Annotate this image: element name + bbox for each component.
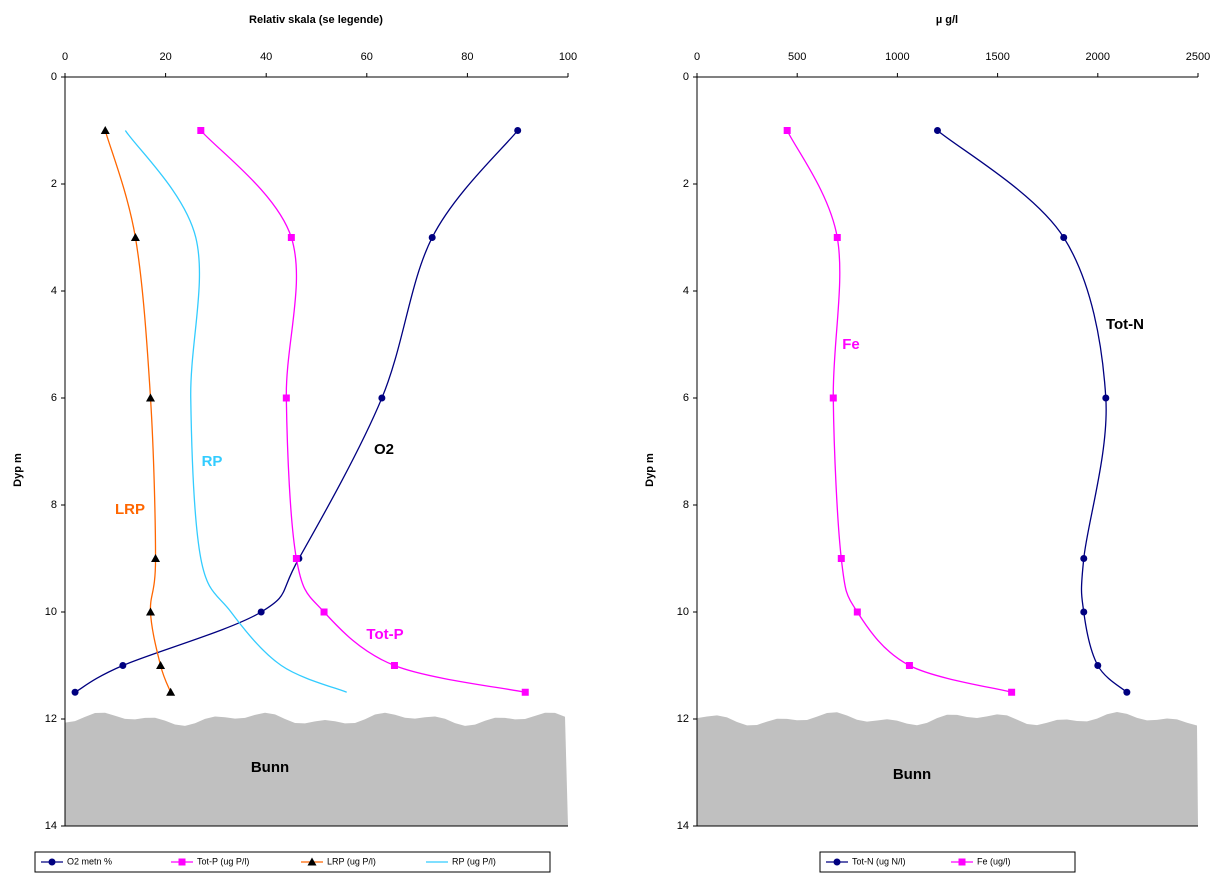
- y-tick-label: 6: [683, 392, 689, 404]
- y-tick-label: 8: [51, 499, 57, 511]
- x-tick-label: 80: [461, 51, 473, 63]
- point: [514, 127, 522, 134]
- point: [833, 234, 841, 241]
- legend-marker: [958, 858, 966, 866]
- plot-area: [697, 77, 1198, 826]
- y-tick-label: 10: [45, 606, 57, 618]
- point: [119, 662, 127, 669]
- legend-marker: [307, 857, 317, 866]
- plot-area: [65, 77, 568, 826]
- bottom-region: [697, 712, 1198, 826]
- y-tick-label: 4: [51, 285, 57, 297]
- y-axis-label: Dyp m: [12, 453, 24, 487]
- annotation: Tot-N: [1106, 316, 1144, 333]
- series-line: [124, 130, 347, 693]
- point: [378, 394, 386, 402]
- x-tick-label: 60: [361, 51, 373, 63]
- point: [1008, 688, 1016, 696]
- x-tick-label: 2500: [1186, 51, 1210, 63]
- legend-label: Tot-N (ug N/l): [852, 856, 906, 866]
- legend-label: Fe (ug/l): [977, 856, 1011, 866]
- y-tick-label: 12: [677, 713, 689, 725]
- point: [783, 127, 791, 134]
- x-tick-label: 1000: [885, 51, 909, 63]
- point: [905, 662, 913, 669]
- x-tick-label: 0: [62, 51, 68, 63]
- legend-marker: [178, 858, 186, 866]
- x-tick-label: 2000: [1086, 51, 1110, 63]
- point: [1080, 555, 1088, 562]
- legend-marker: [833, 858, 841, 866]
- annotation: LRP: [115, 501, 145, 518]
- point: [287, 234, 295, 241]
- y-tick-label: 2: [51, 178, 57, 190]
- y-tick-label: 6: [51, 392, 57, 404]
- y-tick-label: 4: [683, 285, 689, 297]
- bottom-label: Bunn: [251, 759, 289, 776]
- series-line: [937, 130, 1128, 693]
- point: [146, 607, 156, 616]
- point: [197, 127, 205, 134]
- point: [1080, 608, 1088, 616]
- point: [156, 661, 166, 669]
- legend-label: O2 metn %: [67, 856, 112, 866]
- point: [390, 662, 398, 669]
- x-tick-label: 500: [788, 51, 806, 63]
- point: [1123, 688, 1131, 696]
- y-tick-label: 10: [677, 606, 689, 618]
- point: [166, 687, 176, 696]
- point: [1102, 394, 1110, 402]
- point: [130, 233, 140, 241]
- x-tick-label: 20: [159, 51, 171, 63]
- point: [829, 394, 837, 402]
- x-tick-label: 0: [694, 51, 700, 63]
- point: [1094, 662, 1102, 669]
- y-tick-label: 0: [51, 71, 57, 83]
- point: [933, 127, 941, 134]
- point: [320, 608, 328, 616]
- chart-title: µ g/l: [936, 14, 958, 26]
- y-tick-label: 12: [45, 713, 57, 725]
- legend: [819, 851, 1076, 873]
- point: [257, 608, 265, 616]
- y-tick-label: 2: [683, 178, 689, 190]
- annotation: Fe: [842, 336, 860, 353]
- point: [1060, 234, 1068, 241]
- point: [146, 393, 156, 402]
- bottom-region: [65, 712, 568, 826]
- point: [428, 234, 436, 241]
- y-tick-label: 0: [683, 71, 689, 83]
- y-tick-label: 14: [677, 820, 689, 832]
- legend: [34, 851, 551, 873]
- chart-title: Relativ skala (se legende): [249, 14, 383, 26]
- annotation: O2: [374, 441, 394, 458]
- bottom-label: Bunn: [893, 766, 931, 783]
- point: [282, 394, 290, 402]
- point: [100, 126, 110, 134]
- point: [853, 608, 861, 616]
- annotation: Tot-P: [366, 626, 403, 643]
- point: [71, 688, 79, 696]
- legend-marker: [48, 858, 56, 866]
- point: [521, 688, 529, 696]
- y-tick-label: 14: [45, 820, 57, 832]
- legend-label: RP (ug P/l): [452, 856, 496, 866]
- point: [837, 555, 845, 562]
- point: [292, 555, 300, 562]
- x-tick-label: 1500: [985, 51, 1009, 63]
- x-tick-label: 100: [559, 51, 577, 63]
- annotation: RP: [202, 453, 223, 470]
- legend-label: LRP (ug P/l): [327, 856, 376, 866]
- y-tick-label: 8: [683, 499, 689, 511]
- x-tick-label: 40: [260, 51, 272, 63]
- point: [151, 554, 161, 562]
- legend-label: Tot-P (ug P/l): [197, 856, 249, 866]
- y-axis-label: Dyp m: [644, 453, 656, 487]
